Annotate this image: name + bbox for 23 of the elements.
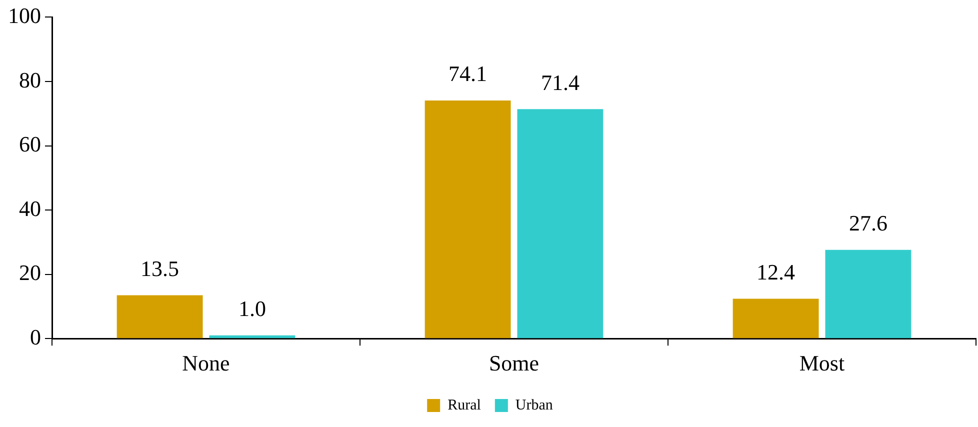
y-tick-label: 0 — [30, 324, 41, 350]
bar — [825, 250, 912, 338]
bar — [424, 100, 511, 338]
legend-label: Urban — [515, 397, 554, 414]
bar — [732, 298, 819, 338]
bar — [209, 335, 296, 338]
bar — [517, 109, 604, 338]
data-label: 12.4 — [756, 260, 796, 285]
data-label: 74.1 — [448, 61, 488, 86]
data-label: 13.5 — [140, 256, 180, 281]
data-label: 1.0 — [238, 296, 266, 322]
data-label: 27.6 — [848, 210, 888, 236]
y-tick-label: 20 — [19, 260, 41, 286]
legend-label: Rural — [448, 397, 481, 414]
data-label: 71.4 — [540, 70, 580, 95]
x-tick-label: None — [182, 350, 230, 376]
x-tick-label: Most — [799, 350, 845, 376]
y-tick-label: 100 — [8, 2, 41, 28]
y-tick-label: 80 — [19, 67, 41, 92]
y-tick-label: 60 — [19, 132, 41, 157]
y-tick-label: 40 — [19, 196, 41, 221]
bar — [116, 295, 203, 338]
x-tick-label: Some — [488, 350, 540, 376]
